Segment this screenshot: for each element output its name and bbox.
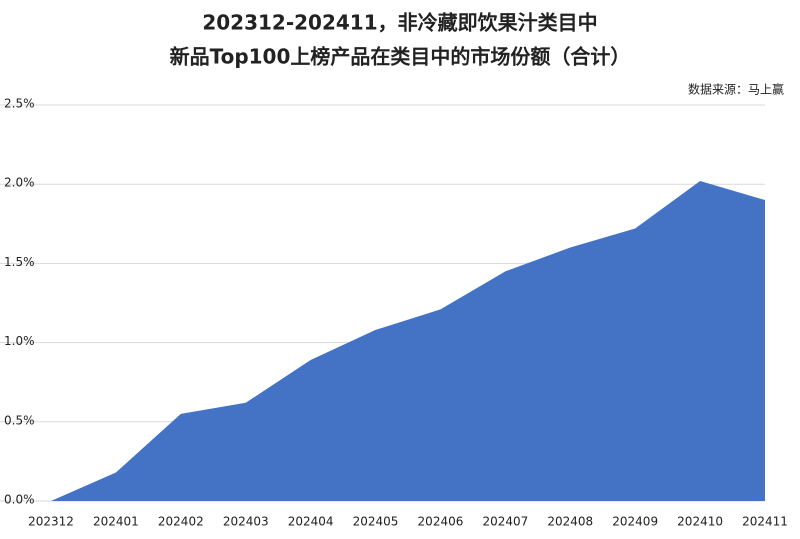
x-tick-label: 202404 [288, 515, 334, 529]
source-note: 数据来源：马上赢 [688, 82, 784, 97]
y-tick-label: 0.5% [4, 413, 35, 427]
x-tick-label: 202408 [547, 515, 593, 529]
chart-title: 新品Top100上榜产品在类目中的市场份额（合计） [170, 45, 631, 69]
y-tick-label: 1.5% [4, 255, 35, 269]
y-tick-label: 1.0% [4, 334, 35, 348]
y-tick-label: 2.5% [4, 97, 35, 111]
x-tick-label: 202410 [677, 515, 723, 529]
x-tick-label: 202409 [612, 515, 658, 529]
x-tick-label: 202401 [93, 515, 139, 529]
area [51, 181, 765, 502]
x-tick-label: 202402 [158, 515, 204, 529]
y-tick-label: 0.0% [4, 493, 35, 507]
x-tick-label: 202407 [482, 515, 528, 529]
y-tick-label: 2.0% [4, 176, 35, 190]
x-tick-label: 202405 [353, 515, 399, 529]
chart-title: 202312-202411，非冷藏即饮果汁类目中 [202, 11, 597, 35]
x-tick-label: 202403 [223, 515, 269, 529]
x-tick-label: 202312 [28, 515, 74, 529]
x-tick-label: 202406 [418, 515, 464, 529]
x-tick-label: 202411 [742, 515, 788, 529]
